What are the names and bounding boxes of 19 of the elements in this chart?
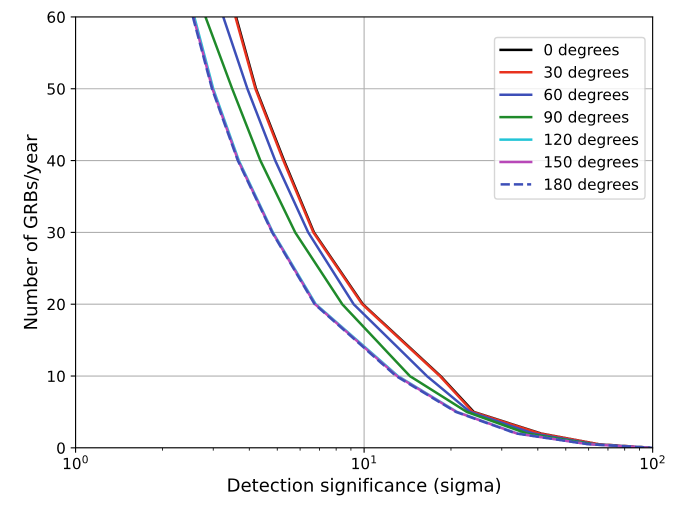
y-tick-label: 10 <box>48 370 65 382</box>
legend-label: 150 degrees <box>545 156 638 171</box>
y-tick-label: 0 <box>57 442 65 454</box>
legend-label: 120 degrees <box>545 133 638 148</box>
y-tick-label: 40 <box>47 155 65 167</box>
legend-label: 0 degrees <box>544 44 619 58</box>
legend-label: 30 degrees <box>544 66 628 81</box>
legend-label: 180 degrees <box>545 178 638 193</box>
x-axis-title: Detection significance (sigma) <box>228 478 500 496</box>
y-tick-label: 60 <box>47 11 65 23</box>
y-axis-title: Number of GRBs/year <box>23 134 41 329</box>
x-tick-label: 10$^{0}$ <box>64 455 88 470</box>
y-tick-label: 50 <box>48 83 65 95</box>
y-tick-label: 20 <box>48 298 65 310</box>
legend-label: 90 degrees <box>544 110 628 126</box>
x-tick-label: 10$^{2}$ <box>640 455 665 470</box>
y-tick-label: 30 <box>48 226 65 238</box>
x-tick-label: 10$^{1}$ <box>352 455 376 470</box>
legend-label: 60 degrees <box>544 88 628 104</box>
